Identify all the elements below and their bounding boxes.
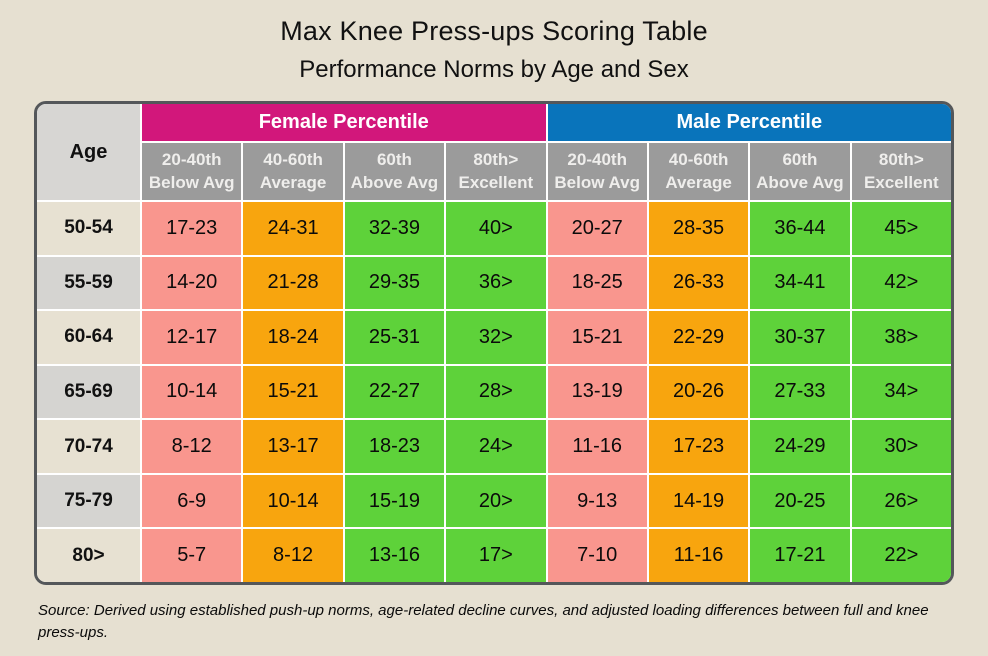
age-cell: 80> <box>37 529 140 582</box>
male-above-value-cell: 20-25 <box>750 474 850 528</box>
male-below-value-cell: 11-16 <box>547 420 647 473</box>
female-avg-value-cell: 18-24 <box>243 311 343 364</box>
male-above-value-cell: 30-37 <box>750 311 850 364</box>
male-above-value-cell: 27-33 <box>750 365 850 419</box>
male-subheader-excellent: 80th> Excellent <box>851 143 951 200</box>
female-excellent-value-cell: 36> <box>446 256 546 310</box>
female-below-value-cell: 5-7 <box>142 529 242 582</box>
subheader-line2: Above Avg <box>350 172 439 192</box>
age-cell: 55-59 <box>37 256 140 310</box>
page-subtitle: Performance Norms by Age and Sex <box>299 56 689 83</box>
male-avg-value-cell: 17-23 <box>648 420 749 473</box>
subheader-line2: Excellent <box>863 172 939 192</box>
female-excellent-value-cell: 17> <box>446 529 546 582</box>
male-excellent-value-cell: 38> <box>851 311 951 364</box>
subheader-line2: Average <box>665 172 732 192</box>
male-avg-value-cell: 28-35 <box>648 202 749 255</box>
female-below-value-cell: 8-12 <box>142 420 242 473</box>
subheader-line2: Above Avg <box>756 172 844 192</box>
female-above-value-cell: 32-39 <box>344 202 445 255</box>
male-avg-value-cell: 22-29 <box>648 311 749 364</box>
male-below-value-cell: 18-25 <box>547 256 647 310</box>
female-above-value-cell: 15-19 <box>344 474 445 528</box>
male-subheader-average: 40-60th Average <box>648 143 749 200</box>
subheader-line1: 40-60th <box>668 150 729 170</box>
female-below-value-cell: 12-17 <box>142 311 242 364</box>
male-excellent-value-cell: 42> <box>851 256 951 310</box>
age-cell: 65-69 <box>37 365 140 419</box>
subheader-line1: 80th> <box>878 150 924 170</box>
male-excellent-value-cell: 26> <box>851 474 951 528</box>
male-below-value-cell: 15-21 <box>547 311 647 364</box>
subheader-line1: 60th <box>782 150 818 170</box>
female-excellent-value-cell: 32> <box>446 311 546 364</box>
male-excellent-value-cell: 22> <box>851 529 951 582</box>
source-note: Source: Derived using established push-u… <box>38 602 929 641</box>
age-cell: 75-79 <box>37 474 140 528</box>
female-below-value-cell: 14-20 <box>142 256 242 310</box>
scoring-table: Age Female Percentile Male Percentile 20… <box>34 101 954 585</box>
male-avg-value-cell: 20-26 <box>648 365 749 419</box>
male-excellent-value-cell: 45> <box>851 202 951 255</box>
female-above-value-cell: 18-23 <box>344 420 445 473</box>
subheader-line2: Average <box>259 172 327 192</box>
female-subheader-excellent: 80th> Excellent <box>446 143 546 200</box>
subheader-line1: 60th <box>376 150 412 170</box>
female-below-value-cell: 6-9 <box>142 474 242 528</box>
female-avg-value-cell: 8-12 <box>243 529 343 582</box>
female-above-value-cell: 29-35 <box>344 256 445 310</box>
female-above-value-cell: 25-31 <box>344 311 445 364</box>
male-percentile-header: Male Percentile <box>547 104 951 141</box>
female-avg-value-cell: 24-31 <box>243 202 343 255</box>
subheader-line1: 20-40th <box>567 150 627 170</box>
female-excellent-value-cell: 40> <box>446 202 546 255</box>
female-avg-value-cell: 21-28 <box>243 256 343 310</box>
male-avg-value-cell: 11-16 <box>648 529 749 582</box>
male-above-value-cell: 34-41 <box>750 256 850 310</box>
female-subheader-above-avg: 60th Above Avg <box>344 143 445 200</box>
female-above-value-cell: 13-16 <box>344 529 445 582</box>
male-above-value-cell: 24-29 <box>750 420 850 473</box>
subheader-line2: Below Avg <box>148 172 235 192</box>
female-below-value-cell: 10-14 <box>142 365 242 419</box>
female-percentile-header: Female Percentile <box>142 104 546 141</box>
male-excellent-value-cell: 30> <box>851 420 951 473</box>
male-below-value-cell: 20-27 <box>547 202 647 255</box>
female-excellent-value-cell: 24> <box>446 420 546 473</box>
female-excellent-value-cell: 28> <box>446 365 546 419</box>
male-above-value-cell: 17-21 <box>750 529 850 582</box>
male-below-value-cell: 9-13 <box>547 474 647 528</box>
page-title: Max Knee Press-ups Scoring Table <box>280 16 708 46</box>
age-cell: 60-64 <box>37 311 140 364</box>
male-below-value-cell: 13-19 <box>547 365 647 419</box>
male-excellent-value-cell: 34> <box>851 365 951 419</box>
male-subheader-above-avg: 60th Above Avg <box>750 143 850 200</box>
female-avg-value-cell: 15-21 <box>243 365 343 419</box>
age-cell: 50-54 <box>37 202 140 255</box>
male-avg-value-cell: 26-33 <box>648 256 749 310</box>
age-cell: 70-74 <box>37 420 140 473</box>
male-avg-value-cell: 14-19 <box>648 474 749 528</box>
subheader-line1: 20-40th <box>161 150 222 170</box>
subheader-line2: Below Avg <box>554 172 640 192</box>
subheader-line2: Excellent <box>458 172 534 192</box>
male-below-value-cell: 7-10 <box>547 529 647 582</box>
male-subheader-below-avg: 20-40th Below Avg <box>547 143 647 200</box>
female-avg-value-cell: 10-14 <box>243 474 343 528</box>
female-excellent-value-cell: 20> <box>446 474 546 528</box>
female-below-value-cell: 17-23 <box>142 202 242 255</box>
female-avg-value-cell: 13-17 <box>243 420 343 473</box>
male-above-value-cell: 36-44 <box>750 202 850 255</box>
subheader-line1: 80th> <box>473 150 519 170</box>
female-subheader-average: 40-60th Average <box>243 143 343 200</box>
female-subheader-below-avg: 20-40th Below Avg <box>142 143 242 200</box>
subheader-line1: 40-60th <box>263 150 323 170</box>
age-column-header: Age <box>37 104 140 200</box>
female-above-value-cell: 22-27 <box>344 365 445 419</box>
